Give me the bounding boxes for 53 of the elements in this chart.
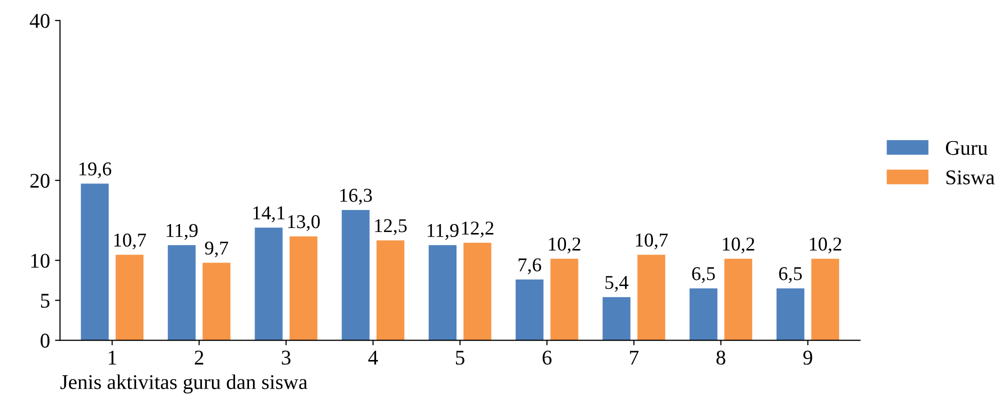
- bar: [254, 228, 283, 340]
- data-label: 14,1: [253, 206, 285, 222]
- x-tick-label: 6: [542, 350, 552, 365]
- y-tick-label: 40: [30, 14, 50, 28]
- bar: [516, 280, 544, 340]
- data-label: 9,7: [204, 242, 228, 258]
- data-label: 10,2: [810, 238, 842, 254]
- data-label: 10,2: [549, 238, 580, 254]
- y-tick-label: 20: [30, 174, 50, 188]
- data-label: 11,9: [428, 224, 458, 240]
- bar: [463, 242, 492, 340]
- data-label: 10,7: [114, 234, 146, 250]
- bar: [637, 254, 666, 340]
- bar: [811, 258, 840, 340]
- bar: [724, 258, 752, 340]
- x-tick-label: 4: [368, 350, 378, 364]
- bar: [428, 245, 457, 340]
- bar: [376, 240, 404, 340]
- bar: [602, 297, 630, 340]
- x-tick-label: 8: [716, 350, 726, 365]
- y-tick-label: 0: [40, 334, 50, 348]
- bar: [550, 258, 578, 340]
- data-label: 16,3: [340, 188, 372, 205]
- bar: [342, 210, 370, 340]
- data-label: 10,7: [636, 234, 668, 250]
- bar: [290, 236, 318, 340]
- bar: [80, 184, 109, 340]
- bar: [202, 262, 230, 340]
- data-label: 19,6: [79, 162, 112, 178]
- data-label: 5,4: [606, 276, 628, 292]
- data-label: 10,2: [722, 238, 754, 254]
- x-tick-label: 3: [282, 350, 290, 365]
- legend-label: Siswa: [946, 170, 995, 184]
- x-tick-label: 7: [630, 350, 639, 364]
- data-label: 6,5: [692, 267, 715, 284]
- bar: [116, 254, 144, 340]
- y-tick-label: 10: [31, 254, 50, 268]
- legend-label: Guru: [946, 140, 988, 155]
- x-tick-label: 2: [194, 350, 204, 364]
- x-axis-title: Jenis aktivitas guru dan siswa: [60, 374, 308, 394]
- bar: [690, 288, 718, 340]
- data-label: 12,5: [375, 219, 407, 236]
- data-label: 6,5: [779, 267, 802, 284]
- data-label: 13,0: [288, 215, 320, 232]
- data-label: 12,2: [462, 222, 494, 238]
- x-tick-label: 1: [108, 350, 116, 364]
- bar: [776, 288, 804, 340]
- x-tick-label: 9: [803, 350, 812, 365]
- bar: [168, 245, 196, 340]
- data-label: 11,9: [166, 224, 198, 240]
- y-tick-label: 5: [41, 294, 50, 308]
- data-label: 7,6: [518, 258, 542, 274]
- x-tick-label: 5: [456, 350, 464, 365]
